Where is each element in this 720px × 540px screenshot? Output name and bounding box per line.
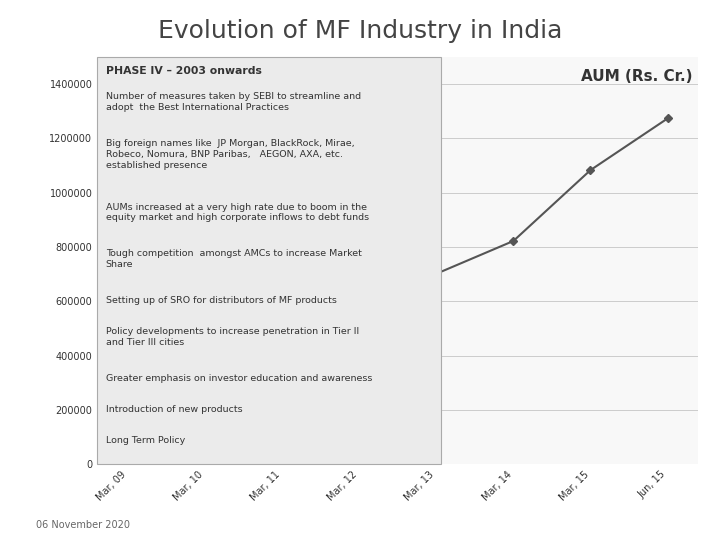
Text: Greater emphasis on investor education and awareness: Greater emphasis on investor education a… [106, 374, 372, 383]
Text: Introduction of new products: Introduction of new products [106, 405, 243, 414]
Text: Tough competition  amongst AMCs to increase Market
Share: Tough competition amongst AMCs to increa… [106, 249, 361, 269]
Text: Setting up of SRO for distributors of MF products: Setting up of SRO for distributors of MF… [106, 296, 337, 306]
Text: Long Term Policy: Long Term Policy [106, 436, 185, 445]
Text: AUMs increased at a very high rate due to boom in the
equity market and high cor: AUMs increased at a very high rate due t… [106, 202, 369, 222]
Text: AUM (Rs. Cr.): AUM (Rs. Cr.) [581, 69, 693, 84]
Text: PHASE IV – 2003 onwards: PHASE IV – 2003 onwards [106, 66, 261, 77]
Text: Big foreign names like  JP Morgan, BlackRock, Mirae,
Robeco, Nomura, BNP Paribas: Big foreign names like JP Morgan, BlackR… [106, 139, 354, 170]
Text: Policy developments to increase penetration in Tier II
and Tier III cities: Policy developments to increase penetrat… [106, 327, 359, 347]
Text: Evolution of MF Industry in India: Evolution of MF Industry in India [158, 19, 562, 43]
Text: 06 November 2020: 06 November 2020 [36, 520, 130, 530]
Text: Number of measures taken by SEBI to streamline and
adopt  the Best International: Number of measures taken by SEBI to stre… [106, 92, 361, 112]
